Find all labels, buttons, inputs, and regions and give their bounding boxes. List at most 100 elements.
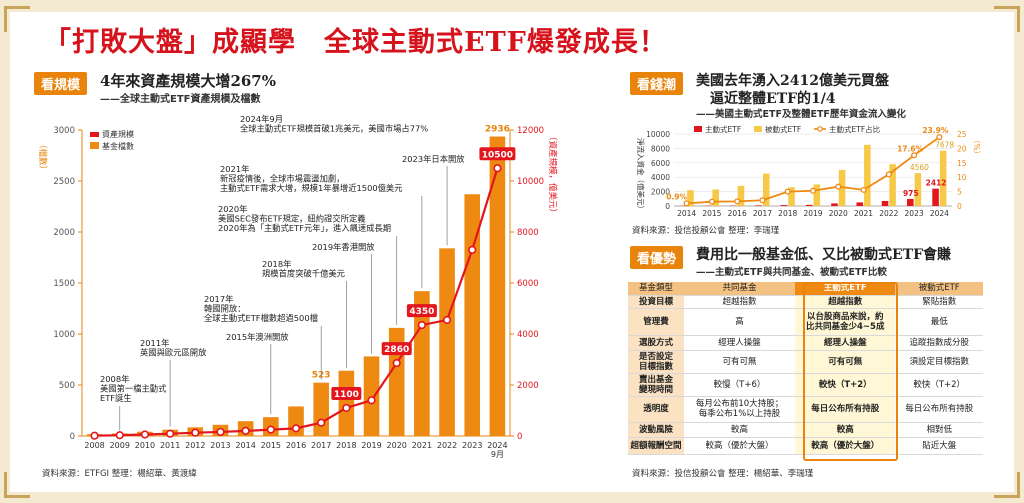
panel1-tag: 看規模 xyxy=(34,72,88,95)
asset-scale-point xyxy=(140,430,150,439)
share-point xyxy=(784,188,791,195)
table-cell: 追蹤指數成分股 xyxy=(895,335,983,351)
asset-scale-point xyxy=(115,431,124,440)
x-tick-label: 2013 xyxy=(210,441,230,450)
share-point xyxy=(936,134,943,141)
bar-passive-etf xyxy=(939,150,947,206)
table-cell: 高 xyxy=(684,308,796,336)
asset-scale-point xyxy=(442,315,452,325)
legend-label-share: 主動式ETF占比 xyxy=(829,124,881,134)
bar-active-etf xyxy=(907,198,914,206)
active-data-label: 2412 xyxy=(926,179,947,188)
line-data-label: 2860 xyxy=(384,345,409,355)
panel1-title: 4年來資產規模大增267% xyxy=(100,72,277,90)
table-cell: 較高（優於大盤） xyxy=(795,437,896,455)
table-cell: 每日公布所有持股 xyxy=(895,396,983,423)
frame-corner-top-right xyxy=(994,6,1020,32)
bar-passive-etf xyxy=(813,184,821,206)
row-header-cell: 選股方式 xyxy=(628,335,684,351)
asset-scale-point xyxy=(493,164,502,173)
share-point xyxy=(835,183,842,190)
left-tick-label: 10000 xyxy=(646,130,670,139)
bar-fund-count xyxy=(489,136,506,436)
right-tick-label: 4000 xyxy=(517,330,539,340)
x-tick-label: 2010 xyxy=(135,441,155,450)
right-axis-title: （%） xyxy=(972,136,981,158)
legend-label-passive: 被動式ETF xyxy=(765,124,801,134)
asset-scale-point xyxy=(367,396,376,405)
bar-data-label: 2936 xyxy=(485,125,510,135)
asset-scale-point xyxy=(90,431,99,440)
frame-corner-bottom-right xyxy=(994,472,1020,498)
x-tick-label: 2016 xyxy=(728,209,747,218)
x-tick-label: 2023 xyxy=(905,209,924,218)
table-row: 波動風險 較高 較高 相對低 xyxy=(628,422,983,438)
header-mutual-fund: 共同基金 xyxy=(684,282,796,296)
asset-scale-point xyxy=(468,245,477,254)
left-tick-label: 2000 xyxy=(651,188,670,197)
row-header-cell: 管理費 xyxy=(628,308,684,336)
panel1-subtitle: ——全球主動式ETF資產規模及檔數 xyxy=(100,94,261,105)
annotation-text: 2019年香港開放 xyxy=(312,242,375,252)
line-data-label: 10500 xyxy=(482,150,513,160)
legend-swatch-share-dot xyxy=(817,126,823,132)
annotation-text: 2015年澳洲開放 xyxy=(226,332,289,342)
x-tick-label: 2022 xyxy=(437,441,457,450)
x-tick-label: 2024 9月 xyxy=(487,441,507,459)
right-tick-label: 12000 xyxy=(517,126,544,136)
annotation-text: 2020年美國SEC發布ETF規定，紐約證交所定義 2020年為「主動式ETF元年… xyxy=(218,204,391,233)
x-tick-label: 2020 xyxy=(387,441,407,450)
asset-scale-point xyxy=(392,358,401,368)
x-tick-label: 2018 xyxy=(336,441,356,450)
annotation-text: 2024年9月全球主動式ETF規模首破1兆美元，美國市場占77% xyxy=(240,114,428,134)
x-tick-label: 2021 xyxy=(412,441,432,450)
x-tick-label: 2017 xyxy=(311,441,331,450)
table-cell: 可有可無 xyxy=(795,350,896,374)
asset-scale-point xyxy=(342,403,351,413)
table-header-row: 基金類型 共同基金 主動式ETF 被動式ETF xyxy=(628,282,983,296)
annotation-text: 2018年規模首度突破千億美元 xyxy=(262,259,345,279)
frame-corner-top-left xyxy=(4,6,30,32)
frame-corner-bottom-left xyxy=(4,472,30,498)
row-header-cell: 投資目標 xyxy=(628,295,684,309)
bar-passive-etf xyxy=(788,187,795,206)
panel2-subtitle: ——美國主動式ETF及整體ETF歷年資金流入變化 xyxy=(696,109,906,120)
table-cell: 較快（T+2） xyxy=(895,373,983,397)
legend-swatch-active xyxy=(694,126,702,132)
annotation-text: 2021年新冠疫情後，全球市場震盪加劇，主動式ETF需求大增，規模1年暴增近15… xyxy=(220,164,403,193)
passive-data-label: 4560 xyxy=(910,163,929,172)
table-cell: 較慢（T+6） xyxy=(684,373,796,397)
table-cell: 較高 xyxy=(684,422,796,438)
x-tick-label: 2015 xyxy=(702,209,721,218)
table-row: 管理費高以台股商品來說，約 比共同基金少4~5成 最低 xyxy=(628,308,983,336)
legend-swatch-passive xyxy=(754,126,762,132)
legend-swatch-count xyxy=(90,142,99,149)
bar-fund-count xyxy=(338,370,355,436)
passive-data-label: 7678 xyxy=(935,141,954,150)
x-tick-label: 2014 xyxy=(235,441,255,450)
left-tick-label: 500 xyxy=(59,381,75,391)
share-data-label: 17.6% xyxy=(897,144,924,153)
panel2-source: 資料來源：投信投顧公會 整理：李瑞瑾 xyxy=(632,226,780,236)
left-axis-title: （檔數） xyxy=(37,140,48,174)
row-header-cell: 波動風險 xyxy=(628,422,684,438)
x-tick-label: 2021 xyxy=(854,209,873,218)
active-data-label: 975 xyxy=(903,189,919,198)
row-header-cell: 賣出基金 變現時間 xyxy=(628,373,684,397)
x-tick-label: 2018 xyxy=(778,209,797,218)
left-tick-label: 4000 xyxy=(651,173,670,182)
table-row: 超額報酬空間 較高（優於大盤） 較高（優於大盤） 貼近大盤 xyxy=(628,437,983,455)
bar-active-etf xyxy=(856,202,864,206)
header-passive-etf: 被動式ETF xyxy=(895,282,983,296)
table-cell: 超越指數 xyxy=(684,295,796,309)
bar-fund-count xyxy=(464,194,481,436)
panel3-source: 資料來源：投信投顧公會 整理：楊紹華、李瑞瑾 xyxy=(632,469,814,479)
table-row: 透明度 每月公布前10大持股； 每季公布1%以上持股 每日公布所有持股 每日公布所有持股 xyxy=(628,396,983,423)
asset-scale-point xyxy=(417,320,426,330)
left-tick-label: 2500 xyxy=(53,177,75,187)
table-cell: 貼近大盤 xyxy=(895,437,983,455)
table-row: 選股方式 經理人操盤 經理人操盤 追蹤指數成分股 xyxy=(628,335,983,351)
share-point xyxy=(683,200,690,207)
left-tick-label: 0 xyxy=(70,432,75,442)
left-tick-label: 0 xyxy=(665,202,670,211)
